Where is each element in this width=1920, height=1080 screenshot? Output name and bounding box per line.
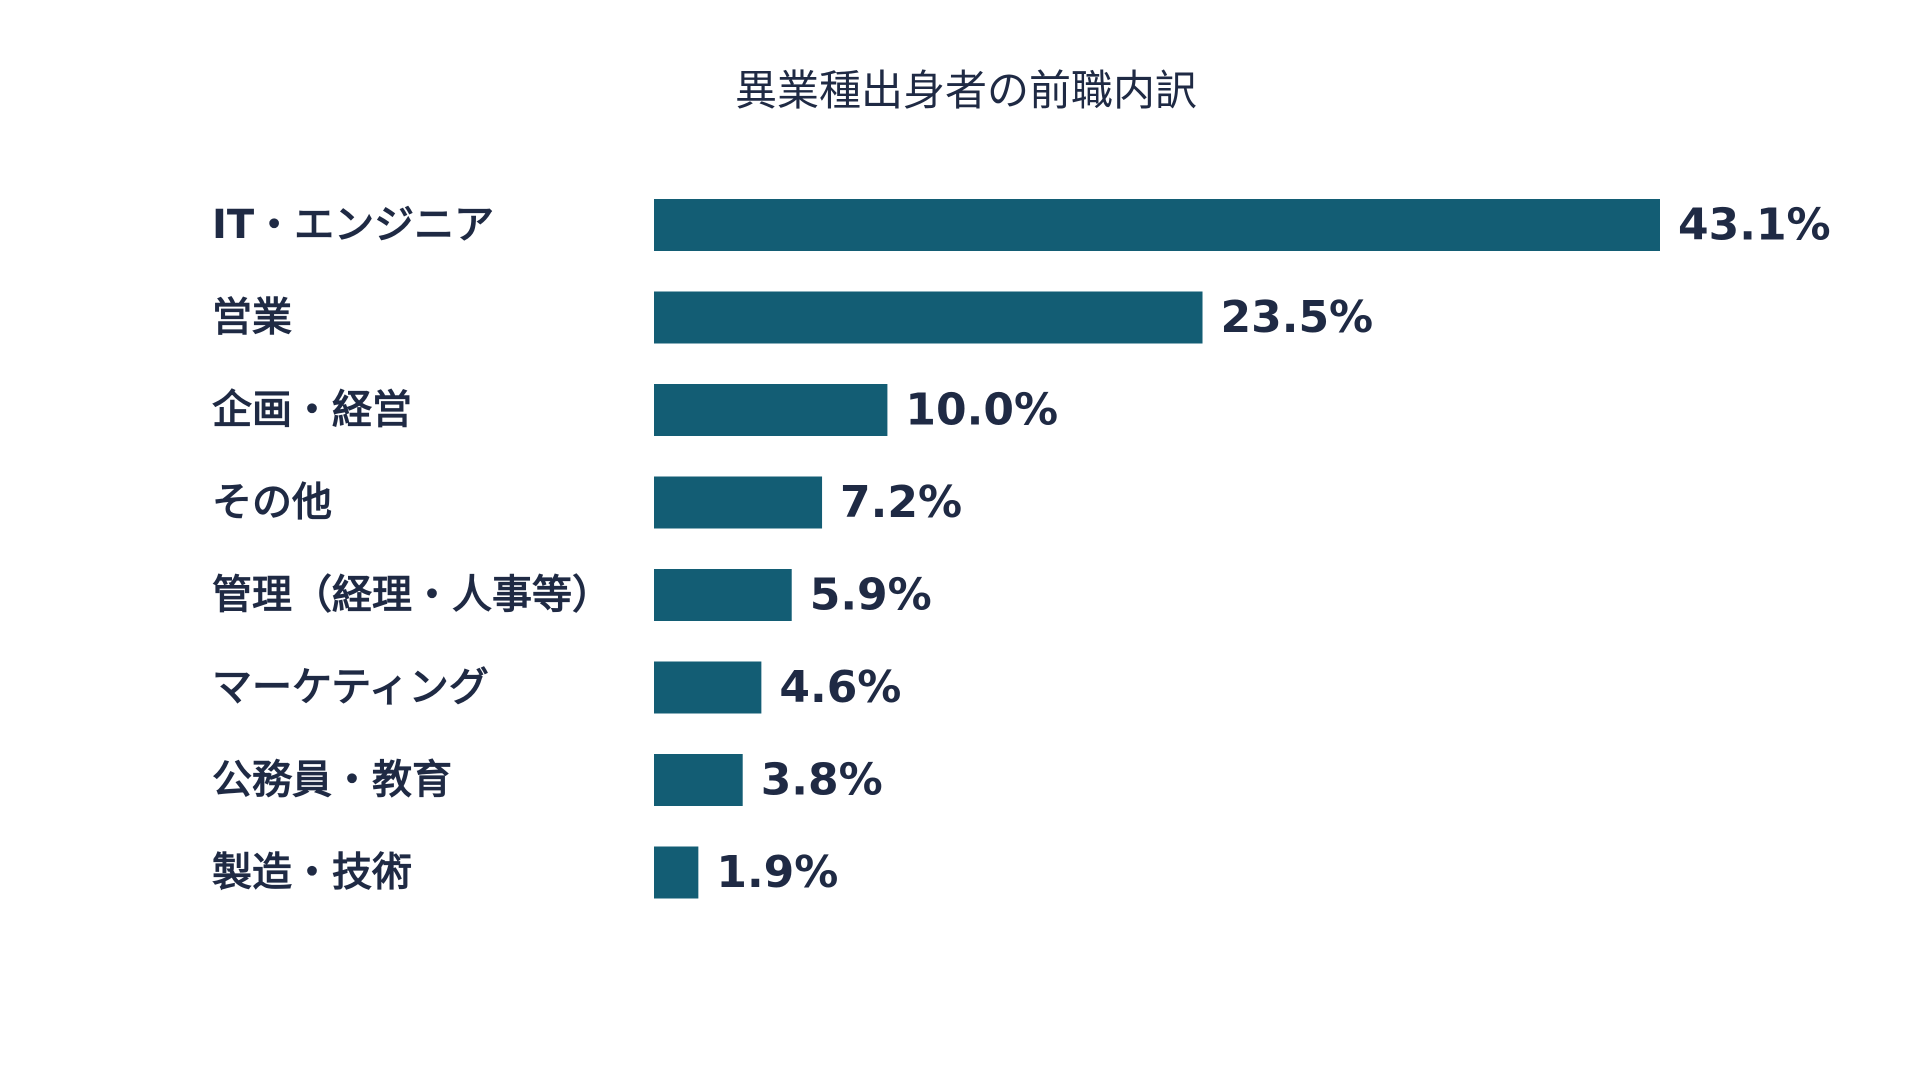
category-label: 公務員・教育 [212, 757, 452, 803]
bar [654, 384, 888, 436]
bar [654, 569, 792, 621]
category-label: 企画・経営 [212, 387, 412, 433]
category-label: 管理（経理・人事等） [212, 572, 612, 618]
bar [654, 846, 699, 899]
value-label: 7.2% [840, 477, 962, 528]
category-label: IT・エンジニア [212, 202, 494, 248]
chart-title: 異業種出身者の前職内訳 [735, 66, 1197, 115]
bar [654, 291, 1203, 344]
bar [654, 199, 1660, 251]
category-label: 製造・技術 [212, 850, 412, 896]
value-label: 43.1% [1678, 200, 1831, 251]
category-label: その他 [212, 480, 332, 526]
value-label: 3.8% [761, 755, 883, 806]
category-label: 営業 [212, 295, 292, 341]
value-label: 5.9% [810, 570, 932, 621]
value-label: 4.6% [779, 662, 901, 713]
bar [654, 661, 762, 714]
value-label: 23.5% [1221, 292, 1374, 343]
bar [654, 754, 743, 806]
value-label: 1.9% [716, 847, 838, 898]
value-label: 10.0% [905, 385, 1058, 436]
bars-group: IT・エンジニア 43.1% 営業 23.5% 企画・経営 10.0% その他 7.2% 管理（… [212, 199, 1831, 899]
category-label: マーケティング [212, 665, 489, 711]
bar [654, 476, 823, 529]
